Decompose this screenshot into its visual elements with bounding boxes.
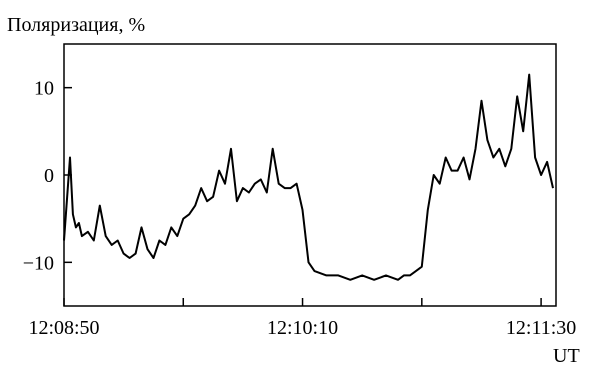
x-tick-label: 12:08:50 — [28, 317, 99, 339]
y-tick-label: 0 — [44, 165, 54, 187]
chart-ticks — [63, 86, 542, 306]
y-tick-label: 10 — [34, 78, 54, 100]
chart-tick-labels: −10 0 10 12:08:50 12:10:10 12:11:30 — [23, 78, 577, 339]
chart-axes — [63, 43, 557, 307]
polarization-series-line — [63, 73, 554, 281]
y-tick-label: −10 — [23, 252, 54, 274]
plot-frame — [63, 43, 557, 307]
y-axis-label: Поляризация, % — [7, 14, 145, 36]
x-axis-label: UT — [553, 345, 580, 367]
x-tick-label: 12:10:10 — [267, 317, 338, 339]
x-tick-label: 12:11:30 — [506, 317, 576, 339]
